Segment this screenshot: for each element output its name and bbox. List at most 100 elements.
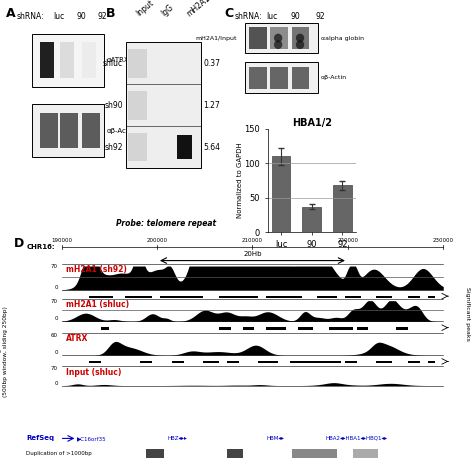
Bar (82, 43, 96, 78)
Bar (172, 361, 183, 363)
Bar (105, 295, 113, 298)
Text: sh92: sh92 (105, 143, 123, 151)
Ellipse shape (274, 40, 283, 49)
Text: A: A (6, 7, 16, 20)
Text: αβ-Actin: αβ-Actin (107, 128, 136, 134)
Ellipse shape (274, 34, 283, 43)
Text: 0: 0 (54, 285, 58, 290)
Y-axis label: Normalized to GAPDH: Normalized to GAPDH (237, 143, 243, 219)
Text: Significant peaks: Significant peaks (465, 287, 470, 340)
Text: sh90: sh90 (105, 101, 123, 110)
Bar (266, 327, 286, 330)
Bar (345, 295, 361, 298)
Bar (245, 62, 318, 93)
Bar (249, 27, 267, 49)
Bar (292, 449, 337, 458)
Bar (203, 361, 219, 363)
Text: HBM◂▸: HBM◂▸ (266, 436, 284, 441)
Bar (89, 295, 105, 298)
Bar (302, 207, 321, 232)
Ellipse shape (296, 40, 304, 49)
Text: 60: 60 (51, 333, 58, 338)
Bar (270, 27, 288, 49)
Text: mH2A1/Input: mH2A1/Input (195, 36, 237, 41)
Bar (243, 295, 258, 298)
Bar (219, 295, 250, 298)
Bar (128, 91, 147, 120)
Text: αalpha globin: αalpha globin (321, 36, 364, 40)
Text: 0: 0 (54, 317, 58, 321)
Bar (258, 361, 278, 363)
Bar (396, 327, 408, 330)
Text: C: C (224, 7, 233, 20)
Bar (317, 361, 341, 363)
Bar (428, 361, 435, 363)
Text: Duplication of >1000bp: Duplication of >1000bp (26, 451, 92, 456)
Bar (408, 361, 419, 363)
Bar (177, 135, 192, 159)
Text: mH2A1 (shluc): mH2A1 (shluc) (65, 300, 128, 309)
Text: 0: 0 (54, 350, 58, 355)
Bar (89, 361, 101, 363)
Bar (329, 327, 353, 330)
Text: B: B (105, 7, 115, 20)
Bar (227, 449, 243, 458)
Bar (60, 43, 74, 78)
Bar (146, 449, 164, 458)
Bar (428, 295, 435, 298)
Bar (101, 327, 109, 330)
Bar (266, 295, 290, 298)
Text: 92: 92 (98, 12, 108, 21)
Text: 70: 70 (51, 264, 58, 269)
Text: Probe: telomere repeat: Probe: telomere repeat (116, 219, 216, 227)
Bar (272, 157, 290, 232)
Text: shRNA:: shRNA: (234, 12, 262, 21)
Bar (298, 327, 313, 330)
Text: ATRX: ATRX (65, 334, 88, 343)
Text: 190000: 190000 (51, 238, 72, 242)
Text: 200000: 200000 (146, 238, 167, 242)
Bar (160, 295, 195, 298)
Text: 70: 70 (51, 299, 58, 304)
Text: 20Hb: 20Hb (243, 251, 262, 257)
Text: IgG: IgG (160, 3, 175, 18)
Bar (125, 295, 152, 298)
Text: Input: Input (135, 0, 156, 18)
Text: 5.64: 5.64 (203, 143, 220, 151)
Bar (243, 327, 255, 330)
Text: Input (shluc): Input (shluc) (65, 368, 121, 377)
Bar (376, 361, 392, 363)
Bar (356, 327, 368, 330)
Bar (292, 27, 310, 49)
Bar (219, 327, 231, 330)
Bar (40, 43, 54, 78)
Ellipse shape (296, 34, 304, 43)
Bar (345, 361, 356, 363)
Bar (128, 133, 147, 161)
Text: 90: 90 (291, 12, 301, 21)
Text: D: D (14, 237, 25, 250)
Bar (82, 113, 100, 148)
Text: RefSeq: RefSeq (26, 435, 55, 441)
Text: 220000: 220000 (337, 238, 358, 242)
Text: HBZ◂▸▸: HBZ◂▸▸ (168, 436, 188, 441)
Bar (191, 295, 203, 298)
Bar (40, 113, 58, 148)
Text: Normalized alignments count
(500bp window, sliding 250bp): Normalized alignments count (500bp windo… (0, 306, 8, 397)
Bar (140, 361, 152, 363)
Bar (408, 295, 419, 298)
Bar (290, 295, 301, 298)
Title: HBA1/2: HBA1/2 (292, 118, 332, 128)
Text: 1.27: 1.27 (203, 101, 220, 110)
Bar (353, 449, 378, 458)
Text: luc: luc (54, 12, 64, 21)
Bar (245, 23, 318, 53)
Text: shluc: shluc (103, 59, 123, 68)
Text: 70: 70 (51, 366, 58, 371)
Bar (32, 34, 104, 87)
Text: luc: luc (266, 12, 277, 21)
Bar (317, 295, 337, 298)
Text: mH2A1: mH2A1 (185, 0, 212, 18)
Bar (60, 113, 78, 148)
Text: CHR16:: CHR16: (26, 244, 55, 250)
